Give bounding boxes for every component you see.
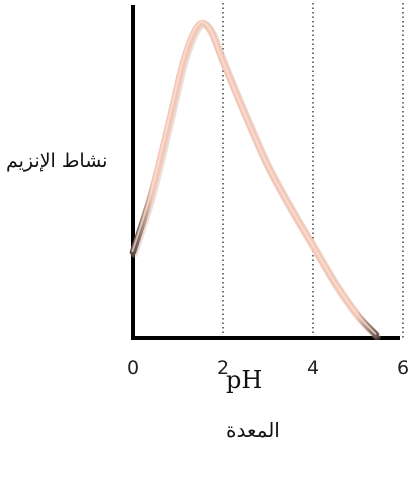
series-group — [129, 19, 381, 341]
x-tick-label-6: 6 — [397, 357, 409, 379]
series-line-highlight — [131, 21, 377, 335]
x-tick-label-4: 4 — [307, 357, 319, 379]
x-tick-label-2: 2 — [217, 357, 229, 379]
chart-subtitle: المعدة — [226, 418, 280, 442]
series-line — [129, 19, 380, 339]
x-axis-label: pH — [226, 366, 263, 394]
gridlines — [222, 3, 404, 338]
axes — [131, 5, 400, 340]
x-tick-label-0: 0 — [127, 357, 139, 379]
y-axis-label: نشاط الإنزيم — [6, 150, 108, 172]
x-tick-labels: 0 2 4 6 — [127, 357, 409, 379]
